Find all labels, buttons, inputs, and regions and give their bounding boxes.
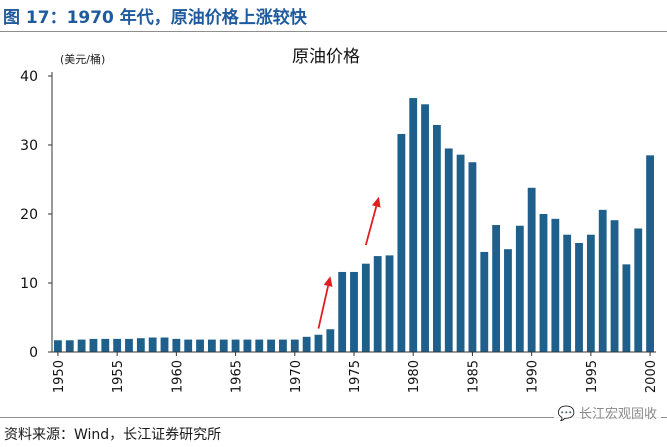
x-tick-label-1980: 1980 — [407, 360, 422, 393]
bar-1999 — [634, 228, 643, 352]
bar-1964 — [219, 339, 228, 352]
bar-1966 — [243, 339, 252, 352]
y-axis-unit-label: (美元/桶) — [60, 52, 105, 66]
x-tick-label-1990: 1990 — [526, 360, 541, 393]
bar-1979 — [397, 133, 406, 352]
bar-1994 — [575, 242, 583, 352]
x-tick-label-1955: 1955 — [111, 360, 126, 393]
bar-1971 — [302, 336, 311, 352]
arrow-shaft — [364, 206, 378, 246]
y-tick-label-40: 40 — [20, 69, 38, 85]
bar-1953 — [89, 338, 98, 352]
bar-1978 — [385, 255, 394, 352]
bar-1980 — [409, 98, 418, 352]
bar-1956 — [125, 338, 133, 352]
bar-1983 — [444, 148, 453, 352]
bar-1967 — [255, 339, 264, 352]
source-note: 资料来源：Wind，长江证券研究所 — [4, 427, 222, 443]
bar-1952 — [77, 339, 86, 352]
watermark: 💬 长江宏观固收 — [553, 402, 661, 423]
arrow-head — [323, 276, 333, 287]
bar-1996 — [598, 209, 607, 352]
bar-1969 — [279, 339, 287, 352]
x-tick-label-1950: 1950 — [52, 360, 67, 393]
trend-arrow-1 — [317, 276, 333, 329]
x-tick-label-2000: 2000 — [644, 360, 659, 393]
x-tick-label-1995: 1995 — [585, 360, 600, 393]
tick-labels-group: 0 10 20 30 40 1950 1955 1960 1965 1970 1975 1980 198… — [20, 69, 659, 393]
x-tick-label-1975: 1975 — [348, 360, 363, 393]
oil-price-chart: 原油价格 (美元/桶) 0 10 20 30 40 1950 1955 1960 1965 197… — [20, 47, 659, 393]
bar-1976 — [361, 263, 370, 352]
axes-group — [48, 72, 656, 356]
x-tick-label-1960: 1960 — [170, 360, 185, 393]
bar-1992 — [551, 218, 560, 352]
bar-1954 — [101, 338, 110, 352]
bar-1975 — [350, 271, 358, 352]
bar-1961 — [184, 339, 193, 352]
bar-1958 — [148, 337, 157, 352]
x-tick-label-1985: 1985 — [466, 360, 481, 393]
watermark-text: 长江宏观固收 — [578, 407, 657, 422]
bar-1970 — [290, 339, 299, 352]
bar-1987 — [492, 225, 501, 352]
bar-1985 — [468, 162, 477, 352]
bar-1963 — [207, 339, 216, 352]
title-divider — [0, 31, 667, 32]
bar-1991 — [539, 214, 548, 352]
bar-1974 — [338, 271, 347, 352]
y-tick-label-30: 30 — [20, 138, 38, 154]
bar-1995 — [586, 234, 595, 352]
bar-1973 — [326, 329, 335, 352]
y-tick-label-0: 0 — [29, 345, 38, 361]
bar-1998 — [622, 264, 631, 352]
bar-1981 — [421, 104, 429, 352]
annotation-arrows-group — [317, 196, 381, 329]
bar-1982 — [432, 124, 441, 353]
bar-1989 — [515, 225, 524, 352]
bar-1951 — [65, 340, 74, 352]
bar-1968 — [267, 339, 276, 352]
bar-1986 — [480, 251, 489, 352]
bar-1988 — [504, 249, 512, 352]
y-tick-label-20: 20 — [20, 207, 38, 223]
bar-2000 — [646, 155, 654, 352]
bar-1990 — [527, 187, 536, 352]
wechat-icon: 💬 — [557, 406, 575, 422]
bar-1955 — [113, 338, 122, 352]
chart-title: 原油价格 — [292, 47, 360, 67]
bar-1993 — [563, 234, 572, 352]
bar-1984 — [456, 154, 465, 352]
bar-1950 — [54, 340, 62, 352]
bar-1960 — [172, 338, 181, 352]
figure-title: 图 17：1970 年代，原油价格上涨较快 — [3, 8, 307, 28]
bar-1972 — [314, 334, 323, 352]
y-tick-label-10: 10 — [20, 276, 38, 292]
bars-group — [54, 98, 654, 353]
arrow-head — [371, 196, 381, 208]
trend-arrow-2 — [364, 196, 381, 246]
bar-1965 — [231, 339, 240, 352]
x-tick-label-1970: 1970 — [289, 360, 304, 393]
arrow-shaft — [317, 285, 329, 329]
bar-1959 — [160, 337, 169, 352]
bar-1977 — [373, 256, 382, 352]
bar-1957 — [136, 338, 145, 352]
footer-divider — [0, 417, 667, 418]
x-tick-label-1965: 1965 — [230, 360, 245, 393]
bar-1997 — [610, 220, 619, 352]
bar-1962 — [196, 339, 204, 352]
